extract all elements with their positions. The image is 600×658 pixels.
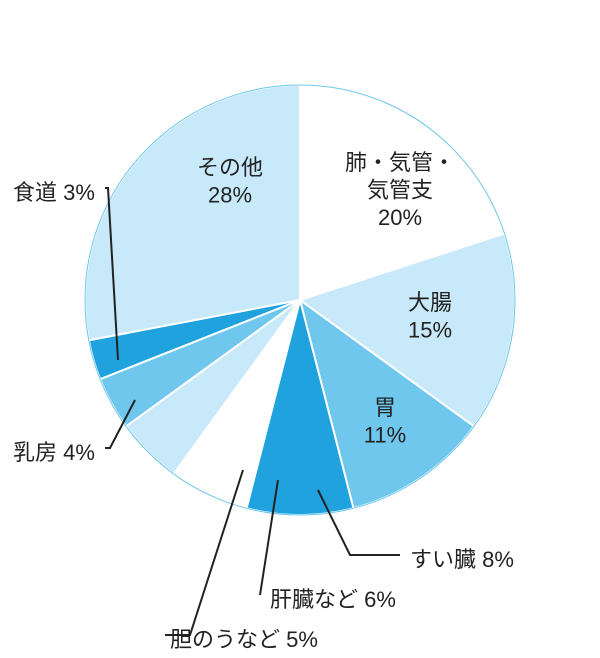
label-gallbl: 胆のうなど 5% <box>170 627 318 652</box>
pie-chart: 肺・気管・気管支20%大腸15%胃11%すい臓 8%肝臓など 6%胆のうなど 5… <box>0 0 600 658</box>
label-breast: 乳房 4% <box>13 440 95 465</box>
slice-other <box>85 85 300 340</box>
label-liver: 肝臓など 6% <box>270 587 396 612</box>
label-pancreas: すい臓 8% <box>410 547 514 572</box>
label-esoph: 食道 3% <box>13 180 95 205</box>
